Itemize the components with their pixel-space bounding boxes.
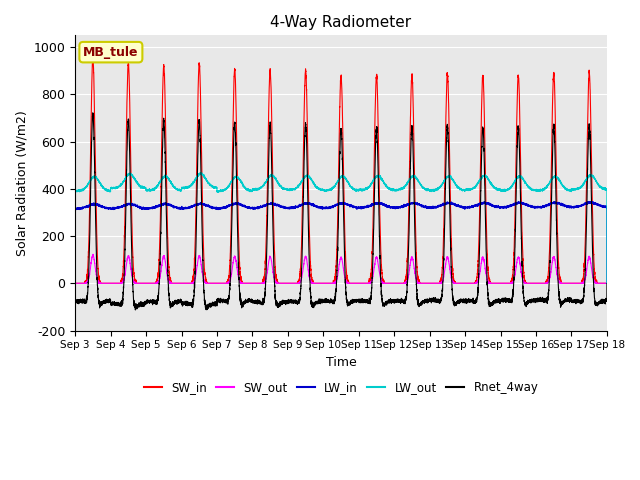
LW_out [580, 180, 588, 185]
X-axis label: Time: Time [326, 356, 356, 369]
LW_in [603, 280, 611, 286]
Y-axis label: Solar Radiation (W/m2): Solar Radiation (W/m2) [15, 110, 28, 256]
SW_out [323, 280, 331, 286]
SW_in [574, 280, 582, 286]
Rnet_4way [323, 299, 331, 304]
SW_out [475, 275, 483, 281]
SW_out [580, 277, 588, 283]
SW_in [475, 237, 483, 243]
SW_in [603, 280, 611, 286]
LW_in [460, 204, 468, 210]
SW_out [71, 280, 79, 286]
LW_out [603, 280, 611, 286]
SW_in [323, 280, 331, 286]
LW_out [574, 186, 582, 192]
SW_out [89, 252, 97, 257]
Rnet_4way [581, 279, 589, 285]
SW_out [574, 280, 582, 286]
Line: SW_in: SW_in [75, 58, 607, 283]
Title: 4-Way Radiometer: 4-Way Radiometer [271, 15, 412, 30]
Rnet_4way [603, 281, 611, 287]
Rnet_4way [252, 300, 260, 306]
SW_in [71, 280, 79, 286]
LW_out [196, 170, 204, 176]
LW_in [586, 199, 594, 204]
SW_in [580, 257, 588, 263]
Rnet_4way [71, 298, 79, 304]
Rnet_4way [131, 307, 139, 313]
LW_in [323, 205, 331, 211]
SW_out [603, 280, 611, 286]
LW_in [574, 204, 582, 210]
Rnet_4way [475, 264, 483, 270]
Line: Rnet_4way: Rnet_4way [75, 113, 607, 310]
SW_in [89, 55, 97, 61]
LW_in [475, 201, 483, 206]
LW_in [71, 206, 79, 212]
SW_in [460, 280, 468, 286]
Text: MB_tule: MB_tule [83, 46, 139, 59]
SW_out [460, 280, 468, 286]
Rnet_4way [460, 298, 468, 303]
LW_in [252, 205, 260, 211]
LW_out [460, 188, 468, 193]
LW_out [71, 189, 79, 194]
Rnet_4way [574, 298, 582, 303]
SW_in [252, 280, 260, 286]
LW_out [475, 179, 483, 185]
LW_out [323, 187, 331, 192]
LW_out [252, 187, 260, 193]
Rnet_4way [89, 110, 97, 116]
LW_in [580, 201, 588, 207]
Legend: SW_in, SW_out, LW_in, LW_out, Rnet_4way: SW_in, SW_out, LW_in, LW_out, Rnet_4way [139, 376, 543, 398]
Line: LW_out: LW_out [75, 173, 607, 283]
Line: LW_in: LW_in [75, 202, 607, 283]
Line: SW_out: SW_out [75, 254, 607, 283]
SW_out [252, 280, 260, 286]
